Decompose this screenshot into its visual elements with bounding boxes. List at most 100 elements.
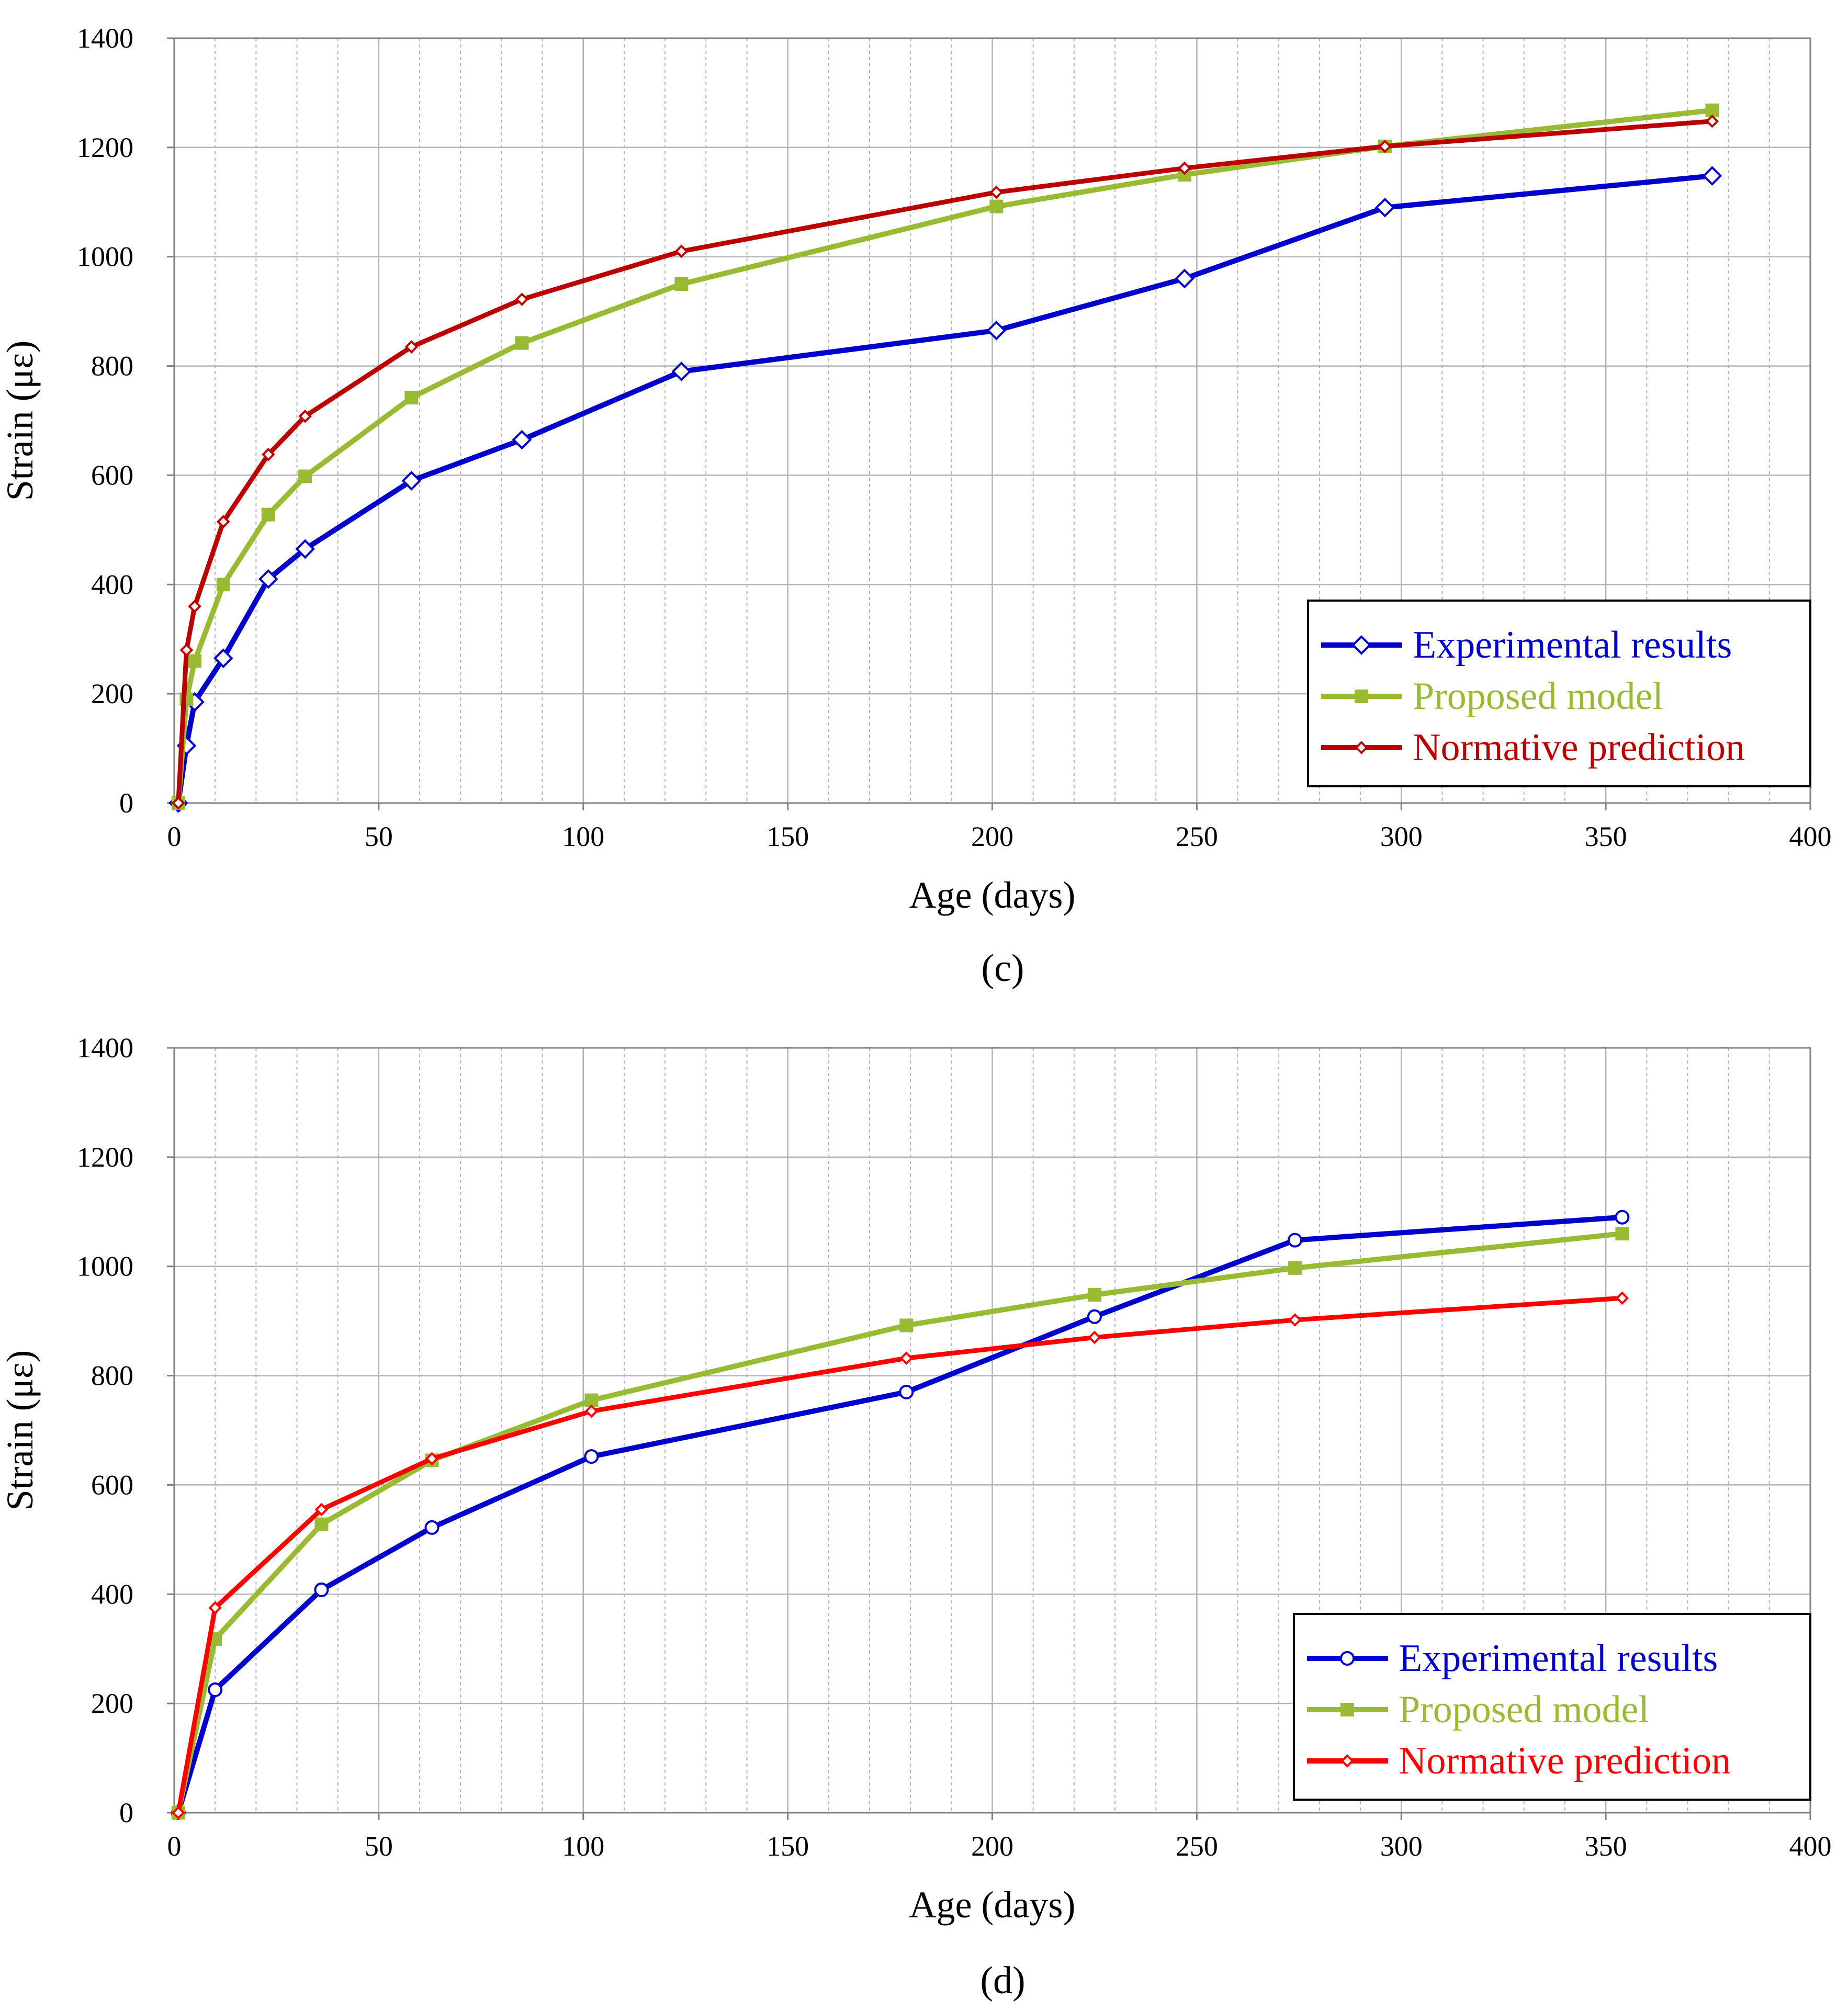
y-tick-label: 400	[91, 569, 133, 600]
y-tick-label: 0	[119, 1797, 133, 1828]
data-point	[171, 796, 185, 810]
y-tick-label: 800	[91, 1360, 133, 1392]
data-point	[208, 1601, 222, 1615]
data-point	[671, 361, 692, 381]
legend-marker	[1340, 1703, 1354, 1716]
legend-marker	[1355, 690, 1368, 703]
y-tick-label: 1200	[77, 1142, 133, 1173]
data-point	[515, 336, 529, 350]
legend-entry: Experimental results	[1321, 624, 1732, 666]
panel-label: (d)	[980, 1959, 1025, 2002]
data-point	[424, 1520, 440, 1535]
y-tick-label: 1000	[77, 1251, 133, 1282]
x-tick-label: 400	[1789, 1831, 1832, 1862]
x-tick-label: 150	[767, 1831, 809, 1862]
legend-marker	[1340, 1754, 1354, 1768]
y-axis-title: Strain (με)	[0, 341, 41, 501]
panel-label: (c)	[981, 947, 1024, 990]
data-point	[261, 447, 275, 461]
data-point	[584, 1404, 599, 1418]
data-point	[899, 1384, 914, 1399]
legend-box	[1293, 1613, 1811, 1801]
legend-entry: Normative prediction	[1321, 726, 1745, 769]
data-point	[216, 515, 230, 529]
data-point	[314, 1502, 329, 1517]
data-point	[1288, 1261, 1302, 1275]
data-point	[171, 1806, 185, 1820]
x-tick-label: 150	[767, 821, 809, 852]
data-point	[989, 199, 1004, 213]
x-tick-label: 50	[365, 1831, 393, 1862]
y-tick-label: 200	[91, 1688, 133, 1719]
legend-marker	[1351, 635, 1371, 655]
x-tick-label: 200	[971, 821, 1013, 852]
y-tick-label: 0	[119, 787, 133, 819]
data-point	[1088, 1330, 1101, 1345]
data-point	[314, 1582, 329, 1597]
series-normative-prediction	[171, 1291, 1629, 1820]
data-point	[1288, 1313, 1302, 1327]
legend-label: Proposed model	[1413, 675, 1663, 718]
x-tick-label: 300	[1380, 821, 1423, 852]
legend-entry: Proposed model	[1321, 675, 1663, 718]
data-point	[188, 600, 201, 613]
legend-box	[1307, 600, 1811, 787]
data-point	[1615, 1227, 1629, 1241]
x-axis-title: Age (days)	[909, 1884, 1076, 1926]
series-experimental-results	[171, 1210, 1630, 1820]
data-point	[216, 578, 230, 592]
data-point	[899, 1351, 914, 1365]
data-point	[1087, 1288, 1101, 1302]
legend: Experimental results Proposed model Normat…	[1307, 600, 1811, 787]
data-point	[179, 643, 194, 657]
data-point	[401, 471, 422, 491]
y-tick-label: 1200	[77, 132, 133, 163]
x-tick-label: 250	[1176, 821, 1218, 852]
x-tick-label: 300	[1380, 1831, 1423, 1862]
legend-label: Normative prediction	[1413, 726, 1745, 769]
data-point	[261, 507, 275, 522]
y-axis-title: Strain (με)	[0, 1350, 41, 1511]
x-tick-label: 350	[1585, 821, 1627, 852]
data-point	[314, 1517, 329, 1531]
y-tick-label: 200	[91, 678, 133, 709]
legend-label: Normative prediction	[1399, 1739, 1731, 1782]
data-point	[989, 185, 1004, 199]
data-point	[515, 292, 529, 306]
data-point	[258, 569, 278, 589]
legend-marker	[1355, 741, 1368, 754]
y-tick-label: 600	[91, 459, 133, 491]
data-point	[404, 340, 419, 354]
legend-marker	[1340, 1651, 1355, 1666]
x-tick-label: 200	[971, 1831, 1013, 1862]
y-tick-label: 1400	[77, 1032, 133, 1064]
y-tick-label: 400	[91, 1578, 133, 1610]
data-point	[188, 654, 202, 668]
data-point	[1287, 1233, 1302, 1248]
x-tick-label: 250	[1176, 1831, 1218, 1862]
legend-entry: Normative prediction	[1307, 1739, 1731, 1782]
chart-panel-c: 0 50 100 150 200 250 300 350 400 0 200 400 600 800 100…	[0, 22, 1832, 990]
data-point	[298, 469, 312, 483]
chart-panel-d: 0 50 100 150 200 250 300 350 400 0 200 400 600 800 100…	[0, 1032, 1832, 2002]
legend-entry: Experimental results	[1307, 1637, 1718, 1680]
data-point	[1615, 1291, 1629, 1305]
series-normative-prediction	[171, 114, 1719, 810]
data-point	[674, 277, 689, 291]
data-point	[674, 244, 689, 258]
data-point	[1378, 139, 1392, 153]
data-point	[1705, 114, 1719, 128]
data-point	[213, 648, 233, 669]
data-point	[1175, 268, 1195, 289]
y-tick-label: 1000	[77, 241, 133, 273]
x-tick-label: 50	[365, 821, 393, 852]
data-point	[986, 320, 1007, 341]
y-tick-label: 600	[91, 1469, 133, 1500]
data-point	[1702, 166, 1722, 186]
data-point	[295, 539, 315, 559]
y-tick-label: 1400	[77, 22, 133, 54]
legend-label: Proposed model	[1399, 1688, 1649, 1731]
data-point	[584, 1449, 599, 1464]
x-tick-label: 0	[167, 821, 182, 852]
data-point	[1615, 1210, 1630, 1225]
